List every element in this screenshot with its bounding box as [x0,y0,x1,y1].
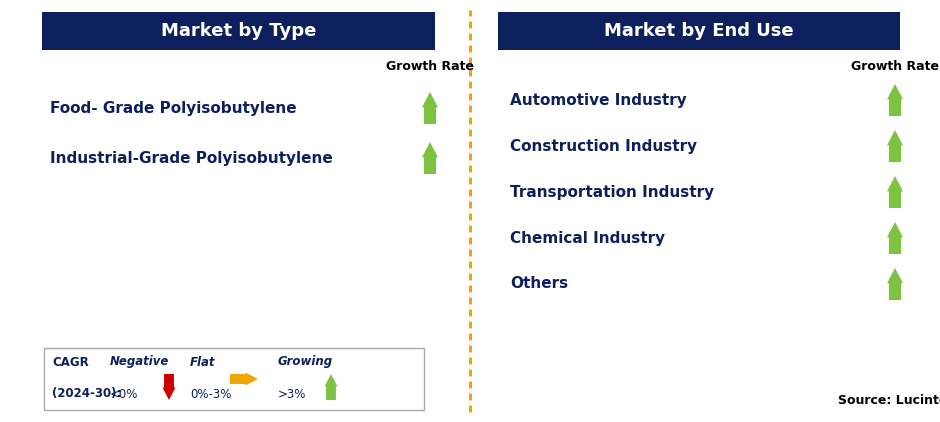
Text: Growth Rate: Growth Rate [386,60,474,73]
Polygon shape [163,374,176,400]
Text: Market by Type: Market by Type [161,22,316,40]
Text: (2024-30):: (2024-30): [52,387,121,400]
Text: Flat: Flat [190,355,215,368]
Text: >3%: >3% [278,387,306,400]
Polygon shape [887,176,903,208]
Text: Automotive Industry: Automotive Industry [510,92,687,108]
Polygon shape [887,222,903,254]
Polygon shape [887,84,903,116]
Polygon shape [422,92,438,124]
Text: Construction Industry: Construction Industry [510,138,697,154]
Polygon shape [230,373,258,386]
Text: <0%: <0% [110,387,138,400]
FancyBboxPatch shape [44,348,424,410]
FancyBboxPatch shape [498,12,900,50]
Text: Others: Others [510,276,568,292]
Text: Industrial-Grade Polyisobutylene: Industrial-Grade Polyisobutylene [50,151,333,165]
FancyBboxPatch shape [42,12,435,50]
Text: Negative: Negative [110,355,169,368]
Text: Source: Lucintel: Source: Lucintel [838,393,940,406]
Text: Growing: Growing [278,355,333,368]
Text: Growth Rate: Growth Rate [851,60,939,73]
Polygon shape [422,142,438,174]
Polygon shape [324,374,337,400]
Text: CAGR: CAGR [52,355,88,368]
Text: Food- Grade Polyisobutylene: Food- Grade Polyisobutylene [50,100,297,116]
Text: Market by End Use: Market by End Use [604,22,793,40]
Polygon shape [887,268,903,300]
Polygon shape [887,130,903,162]
Text: Chemical Industry: Chemical Industry [510,230,666,246]
Text: Transportation Industry: Transportation Industry [510,184,714,200]
Text: 0%-3%: 0%-3% [190,387,231,400]
